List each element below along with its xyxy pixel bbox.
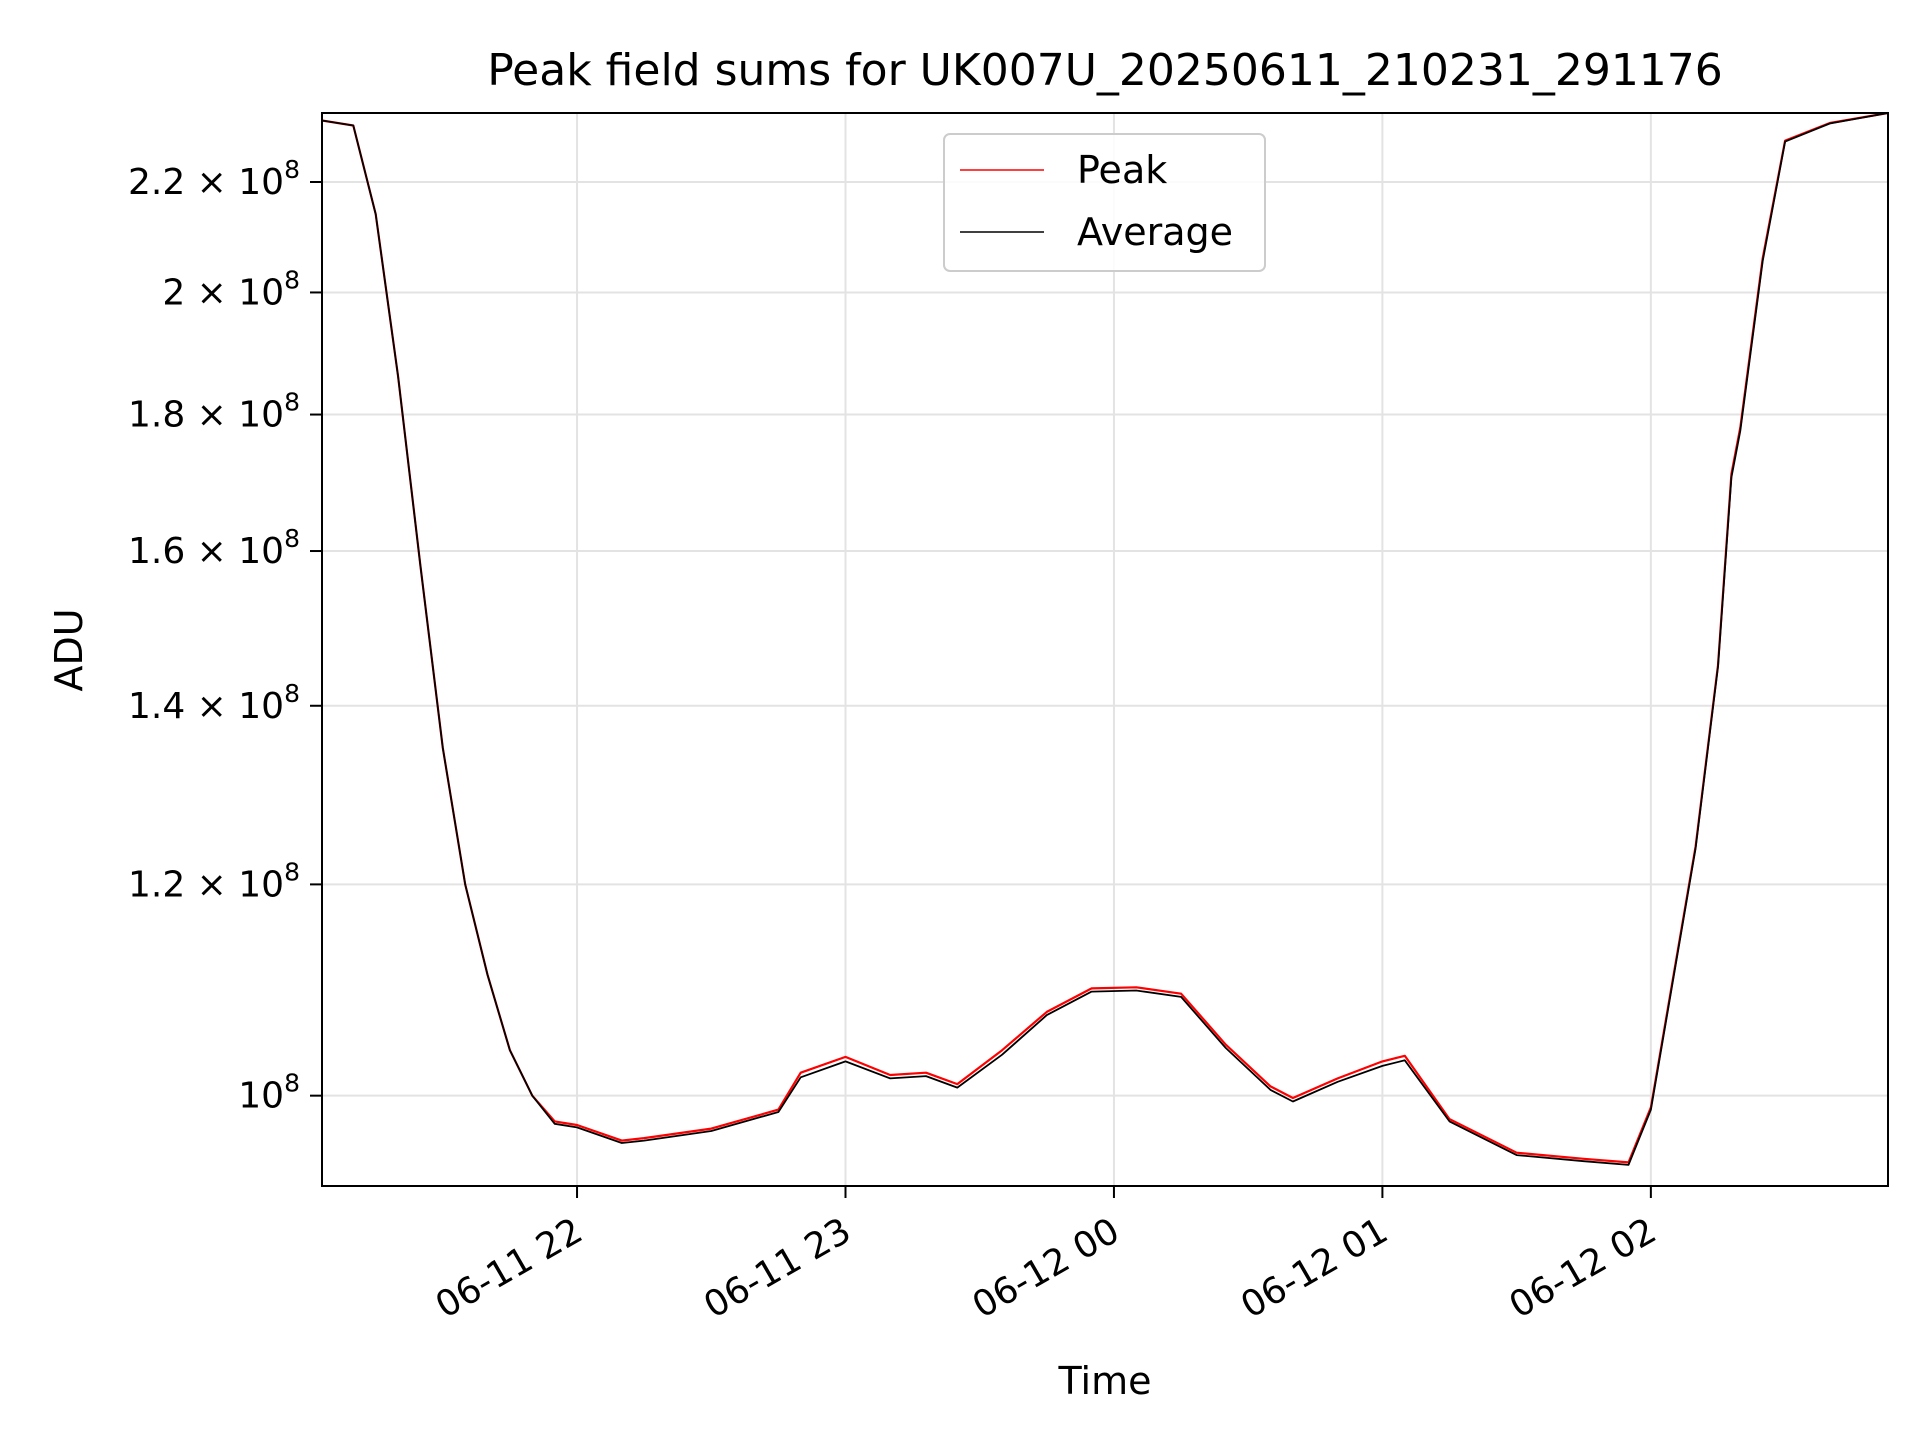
- x-tick-label: 06-12 02: [1503, 1210, 1664, 1326]
- chart-title: Peak field sums for UK007U_20250611_2102…: [487, 45, 1723, 96]
- y-tick-label: 2.2 × 108: [128, 155, 300, 203]
- x-tick-label: 06-12 00: [966, 1210, 1127, 1326]
- legend-box: [943, 133, 1266, 272]
- y-tick-label: 1.6 × 108: [128, 524, 300, 572]
- x-axis-label: Time: [1058, 1359, 1152, 1403]
- x-tick-label: 06-11 23: [697, 1210, 858, 1326]
- grid: [322, 113, 1888, 1186]
- y-axis: 108 1.2 × 108 1.4 × 108 1.6 × 108 1.8 × 108 2…: [128, 155, 322, 1117]
- y-tick-label: 1.4 × 108: [128, 679, 300, 727]
- series-line-average: [321, 112, 1889, 1166]
- y-tick-label: 2 × 108: [162, 265, 300, 313]
- y-tick-label: 1.8 × 108: [128, 388, 300, 436]
- legend: Peak Average: [943, 133, 1266, 272]
- y-axis-label: ADU: [47, 608, 91, 691]
- plot-frame: [321, 112, 1889, 1187]
- x-axis: 06-11 22 06-11 23 06-12 00 06-12 01 06-12 02: [429, 1186, 1664, 1327]
- x-tick-label: 06-12 01: [1234, 1210, 1395, 1326]
- legend-label-peak: Peak: [1077, 148, 1167, 192]
- y-tick-label: 1.2 × 108: [128, 857, 300, 905]
- x-tick-label: 06-11 22: [429, 1210, 590, 1326]
- y-tick-label: 108: [238, 1069, 300, 1117]
- legend-label-average: Average: [1077, 210, 1233, 254]
- series-layer: [321, 111, 1889, 1166]
